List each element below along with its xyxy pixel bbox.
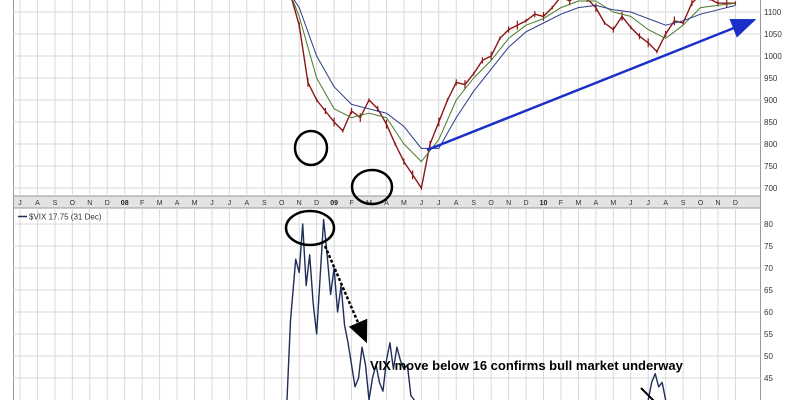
month-tick-label: N — [87, 200, 92, 207]
month-tick-label: F — [349, 200, 353, 207]
vix-y-tick-label: 80 — [764, 220, 773, 229]
vix-annotation-text: VIX move below 16 confirms bull market u… — [370, 358, 684, 373]
price-y-tick-label: 950 — [764, 74, 778, 83]
vix-y-tick-label: 70 — [764, 264, 773, 273]
month-tick-label: M — [192, 200, 198, 207]
month-tick-label: O — [488, 200, 494, 207]
month-tick-label: S — [262, 200, 267, 207]
annotations: VIX move below 16 confirms bull market u… — [284, 18, 757, 404]
moving-average-short-line — [292, 0, 736, 163]
month-tick-label: O — [279, 200, 285, 207]
month-axis-strip — [13, 195, 761, 209]
month-tick-label: A — [663, 200, 668, 207]
month-tick-label: A — [384, 200, 389, 207]
vix-decline-arrow — [323, 245, 368, 344]
month-tick-label: J — [646, 200, 650, 207]
circle-october-2008-low — [293, 129, 329, 167]
month-tick-label: M — [610, 200, 616, 207]
price-y-tick-label: 1050 — [764, 30, 782, 39]
month-tick-label: A — [454, 200, 459, 207]
month-tick-label: D — [733, 200, 738, 207]
month-tick-label: F — [140, 200, 144, 207]
axes: J A S O N D 08 F M A M J J A S O N D 09 F M A M J J A S O N D 10 F M A M J J… — [18, 8, 782, 383]
month-tick-label: N — [297, 200, 302, 207]
month-tick-label: S — [681, 200, 686, 207]
vix-legend-label: $VIX 17.75 (31 Dec) — [29, 213, 102, 222]
month-tick-label: J — [18, 200, 22, 207]
month-tick-label: J — [228, 200, 232, 207]
price-y-tick-label: 900 — [764, 96, 778, 105]
vix-line — [647, 372, 667, 401]
month-tick-label: S — [53, 200, 58, 207]
month-tick-label: O — [70, 200, 76, 207]
gridlines — [13, 0, 761, 400]
price-line — [291, 0, 736, 189]
month-tick-label: A — [35, 200, 40, 207]
circle-march-2009-low — [350, 168, 394, 206]
month-tick-label: J — [420, 200, 424, 207]
month-tick-label: J — [210, 200, 214, 207]
month-tick-label: 09 — [330, 200, 338, 207]
month-tick-label: 08 — [121, 200, 129, 207]
month-tick-label: D — [314, 200, 319, 207]
month-tick-label: M — [575, 200, 581, 207]
series — [286, 0, 737, 401]
month-tick-label: 10 — [540, 200, 548, 207]
month-tick-label: F — [559, 200, 563, 207]
month-tick-label: M — [401, 200, 407, 207]
month-tick-label: N — [715, 200, 720, 207]
month-tick-label: A — [245, 200, 250, 207]
vix-y-tick-label: 45 — [764, 374, 773, 383]
month-tick-label: D — [105, 200, 110, 207]
month-tick-label: A — [594, 200, 599, 207]
price-y-tick-label: 1000 — [764, 52, 782, 61]
vix-line — [286, 218, 415, 401]
price-y-tick-label: 800 — [764, 140, 778, 149]
moving-average-long-line — [293, 0, 736, 149]
price-y-tick-label: 700 — [764, 184, 778, 193]
circle-vix-peak — [284, 209, 336, 247]
vix-y-tick-label: 65 — [764, 286, 773, 295]
trend-arrow — [426, 18, 757, 152]
vix-y-tick-label: 50 — [764, 352, 773, 361]
vix-panel-frame — [13, 207, 761, 405]
vix-y-tick-label: 55 — [764, 330, 773, 339]
month-tick-label: M — [157, 200, 163, 207]
month-tick-label: N — [506, 200, 511, 207]
month-tick-label: O — [698, 200, 704, 207]
price-y-tick-label: 750 — [764, 162, 778, 171]
month-tick-label: A — [175, 200, 180, 207]
price-y-tick-label: 1100 — [764, 8, 782, 17]
price-y-tick-label: 850 — [764, 118, 778, 127]
month-tick-label: S — [471, 200, 476, 207]
month-tick-label: D — [524, 200, 529, 207]
month-tick-label: J — [629, 200, 633, 207]
month-tick-label: J — [437, 200, 441, 207]
vix-y-tick-label: 60 — [764, 308, 773, 317]
vix-y-tick-label: 75 — [764, 242, 773, 251]
